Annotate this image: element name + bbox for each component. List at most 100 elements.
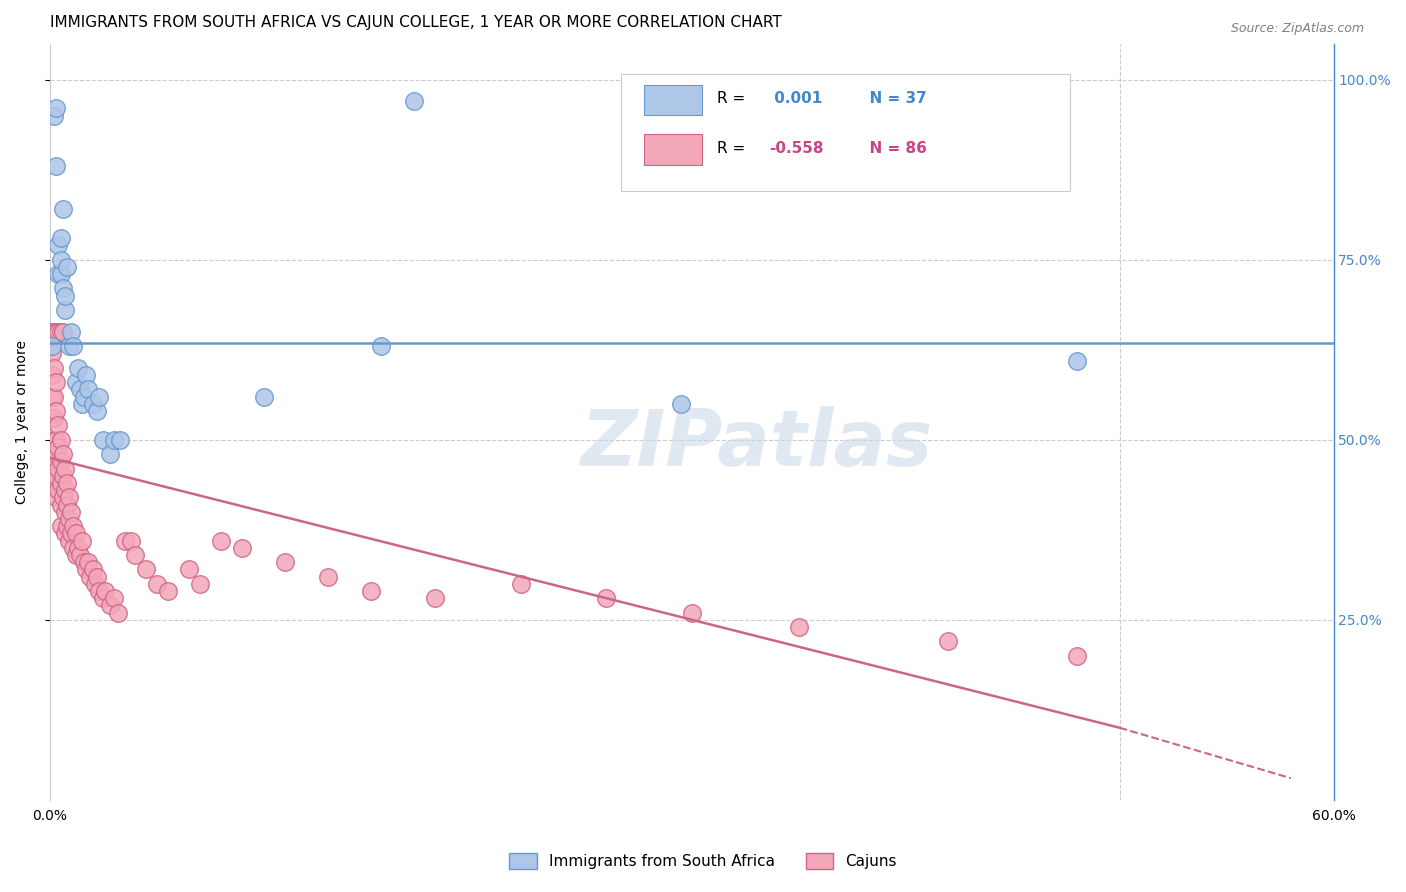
Point	[42, 360, 65, 375]
Point	[49, 519, 72, 533]
Point	[110, 433, 132, 447]
Point	[52, 447, 75, 461]
Point	[49, 475, 72, 490]
Point	[124, 548, 146, 562]
Point	[49, 231, 72, 245]
Point	[73, 555, 96, 569]
Point	[41, 325, 63, 339]
Point	[70, 533, 93, 548]
Point	[49, 267, 72, 281]
Text: ZIPatlas: ZIPatlas	[579, 407, 932, 483]
Point	[48, 440, 70, 454]
Point	[60, 325, 83, 339]
Point	[595, 591, 617, 606]
Point	[231, 541, 253, 555]
Point	[58, 512, 80, 526]
Text: R =: R =	[717, 141, 751, 155]
Point	[77, 555, 100, 569]
Point	[83, 576, 105, 591]
Point	[370, 339, 392, 353]
Point	[120, 533, 142, 548]
Point	[52, 491, 75, 505]
Point	[62, 519, 84, 533]
Point	[53, 303, 76, 318]
Point	[56, 475, 79, 490]
Point	[787, 620, 810, 634]
Point	[73, 390, 96, 404]
Point	[48, 325, 70, 339]
Point	[45, 468, 67, 483]
Point	[49, 433, 72, 447]
Point	[77, 382, 100, 396]
Point	[56, 519, 79, 533]
Text: Source: ZipAtlas.com: Source: ZipAtlas.com	[1230, 22, 1364, 36]
Point	[45, 404, 67, 418]
Point	[1066, 353, 1088, 368]
Point	[52, 325, 75, 339]
Point	[41, 346, 63, 360]
Point	[509, 576, 531, 591]
Text: R =: R =	[717, 91, 751, 106]
Point	[669, 397, 692, 411]
FancyBboxPatch shape	[644, 135, 702, 165]
Point	[423, 591, 446, 606]
Point	[79, 569, 101, 583]
Point	[42, 109, 65, 123]
Text: 0.001: 0.001	[769, 91, 823, 106]
Point	[62, 339, 84, 353]
Point	[360, 583, 382, 598]
Point	[58, 339, 80, 353]
Point	[177, 562, 200, 576]
Point	[82, 397, 104, 411]
Point	[42, 325, 65, 339]
Point	[60, 526, 83, 541]
Y-axis label: College, 1 year or more: College, 1 year or more	[15, 340, 30, 504]
Point	[98, 599, 121, 613]
Point	[45, 491, 67, 505]
Point	[1066, 648, 1088, 663]
Point	[42, 411, 65, 425]
Point	[41, 390, 63, 404]
Point	[53, 483, 76, 497]
Point	[86, 404, 108, 418]
Point	[75, 368, 97, 382]
Point	[45, 159, 67, 173]
Point	[87, 390, 110, 404]
FancyBboxPatch shape	[621, 74, 1070, 191]
Text: N = 86: N = 86	[859, 141, 927, 155]
Point	[45, 375, 67, 389]
Point	[49, 454, 72, 468]
Point	[42, 390, 65, 404]
Point	[65, 375, 87, 389]
Point	[62, 541, 84, 555]
Point	[87, 583, 110, 598]
Point	[45, 102, 67, 116]
Point	[70, 397, 93, 411]
Point	[41, 339, 63, 353]
Point	[48, 483, 70, 497]
Point	[52, 468, 75, 483]
Point	[48, 461, 70, 475]
Point	[75, 562, 97, 576]
Point	[65, 548, 87, 562]
Point	[253, 390, 276, 404]
Point	[52, 202, 75, 217]
Point	[56, 498, 79, 512]
Point	[103, 591, 125, 606]
Text: IMMIGRANTS FROM SOUTH AFRICA VS CAJUN COLLEGE, 1 YEAR OR MORE CORRELATION CHART: IMMIGRANTS FROM SOUTH AFRICA VS CAJUN CO…	[49, 15, 782, 30]
Point	[58, 491, 80, 505]
Point	[49, 498, 72, 512]
Point	[49, 325, 72, 339]
Point	[66, 541, 89, 555]
Point	[94, 583, 117, 598]
Point	[681, 606, 703, 620]
Point	[107, 606, 129, 620]
Point	[66, 360, 89, 375]
Point	[45, 325, 67, 339]
Point	[98, 447, 121, 461]
Point	[41, 368, 63, 382]
Point	[53, 288, 76, 302]
Point	[45, 447, 67, 461]
Point	[58, 533, 80, 548]
Point	[41, 411, 63, 425]
